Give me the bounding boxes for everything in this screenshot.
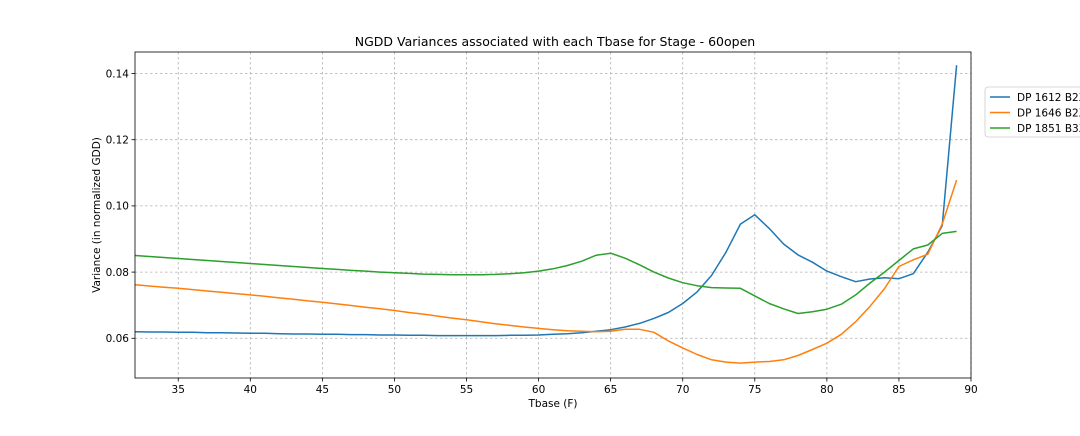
y-tick: 0.10: [106, 201, 135, 213]
x-tick: 65: [604, 378, 617, 396]
x-tick-label: 50: [388, 384, 401, 396]
plot-frame: [134, 51, 972, 379]
x-tick-label: 85: [892, 384, 905, 396]
x-tick: 80: [820, 378, 834, 396]
x-axis-ticks: 35 40 45 50 55 60 65 70 75 80 85 90: [172, 378, 978, 396]
series-line-3: [134, 230, 957, 315]
series-lines: [134, 65, 958, 364]
legend-item: DP 1851 B3XF: [990, 123, 1080, 135]
series-line-1: [134, 65, 958, 337]
y-tick-label: 0.06: [106, 333, 130, 345]
chart-title: NGDD Variances associated with each Tbas…: [355, 34, 755, 49]
x-tick: 90: [964, 378, 978, 396]
x-tick: 55: [460, 378, 473, 396]
legend-item: DP 1612 B2XF: [990, 92, 1080, 104]
x-tick-label: 45: [316, 384, 329, 396]
legend-box: [984, 86, 1080, 138]
y-axis-ticks: 0.06 0.08 0.10 0.12 0.14: [106, 68, 135, 345]
x-axis-label: Tbase (F): [527, 398, 577, 410]
x-tick-label: 90: [964, 384, 977, 396]
x-tick-label: 70: [676, 384, 689, 396]
y-tick: 0.08: [106, 267, 135, 279]
y-tick: 0.14: [106, 68, 135, 80]
legend: DP 1612 B2XF DP 1646 B2XF DP 1851 B3XF: [984, 86, 1080, 138]
x-tick: 60: [532, 378, 545, 396]
x-tick: 75: [748, 378, 761, 396]
x-tick: 40: [244, 378, 257, 396]
y-axis-label: Variance (in normalized GDD): [91, 137, 103, 293]
x-tick-label: 40: [244, 384, 257, 396]
x-tick: 35: [172, 378, 185, 396]
x-tick-label: 60: [532, 384, 545, 396]
x-tick: 70: [676, 378, 689, 396]
y-tick: 0.12: [106, 135, 135, 147]
x-tick-label: 75: [748, 384, 761, 396]
y-tick-label: 0.14: [106, 68, 130, 80]
x-tick-label: 65: [604, 384, 617, 396]
x-tick: 50: [388, 378, 401, 396]
x-tick-label: 55: [460, 384, 473, 396]
y-tick-label: 0.12: [106, 135, 129, 147]
legend-item: DP 1646 B2XF: [990, 107, 1080, 119]
legend-label: DP 1646 B2XF: [1017, 107, 1080, 119]
y-tick: 0.06: [106, 333, 135, 345]
series-line-2: [134, 179, 958, 364]
x-tick: 85: [892, 378, 906, 396]
x-tick: 45: [316, 378, 329, 396]
x-tick-label: 80: [820, 384, 833, 396]
y-tick-label: 0.10: [106, 201, 129, 213]
gridlines: [135, 52, 972, 378]
y-tick-label: 0.08: [106, 267, 129, 279]
legend-label: DP 1851 B3XF: [1017, 123, 1080, 135]
x-tick-label: 35: [172, 384, 185, 396]
legend-label: DP 1612 B2XF: [1017, 92, 1080, 104]
